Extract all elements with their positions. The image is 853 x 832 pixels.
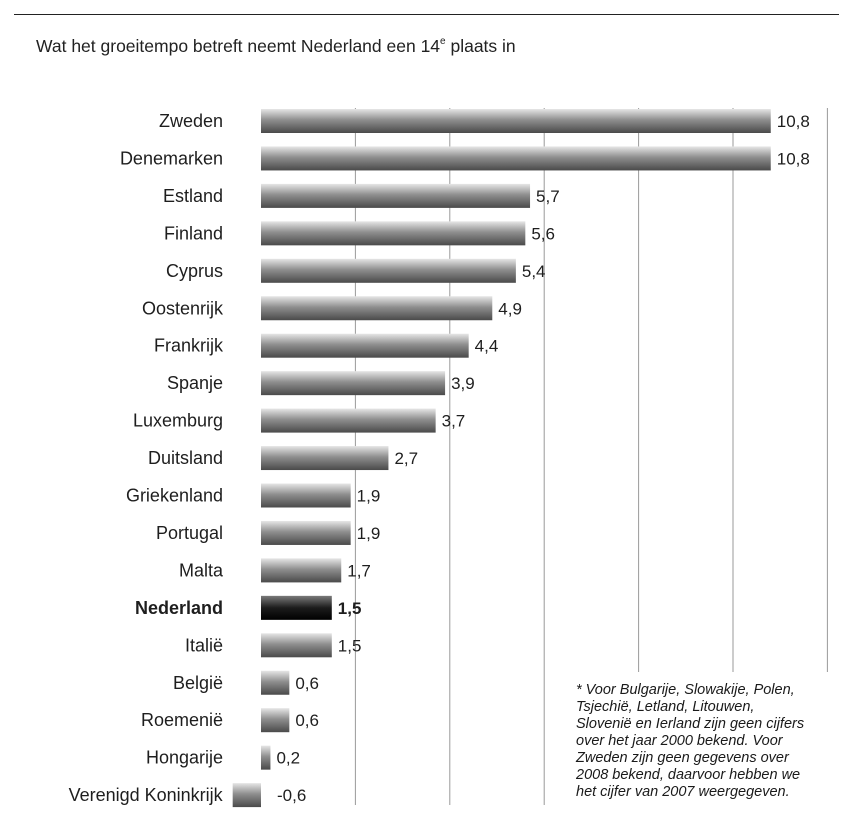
- bar-verenigd-koninkrijk: [232, 783, 261, 808]
- bar-cyprus: [261, 258, 516, 283]
- value-label-malta: 1,7: [347, 561, 371, 580]
- category-label-portugal: Portugal: [156, 523, 223, 543]
- category-label-spanje: Spanje: [167, 373, 223, 393]
- footnote: * Voor Bulgarije, Slowakije, Polen, Tsje…: [576, 682, 805, 800]
- category-label-malta: Malta: [179, 560, 224, 580]
- category-label-belgie: België: [173, 673, 223, 693]
- category-label-griekenland: Griekenland: [126, 486, 223, 506]
- value-label-cyprus: 5,4: [522, 262, 546, 281]
- value-labels: 10,8 10,8 5,7 5,6 5,44,9 4,43,9 3,7 2,7 1,9 1,9 1,…: [276, 112, 809, 805]
- value-label-griekenland: 1,9: [357, 487, 381, 506]
- value-label-frankrijk: 4,4: [475, 337, 499, 356]
- chart-title-superscript: e: [440, 36, 446, 47]
- category-label-verenigd-koninkrijk: Verenigd Koninkrijk: [69, 785, 224, 805]
- bar-belgie: [261, 670, 290, 695]
- value-label-hongarije: 0,2: [276, 749, 300, 768]
- bar-oostenrijk: [261, 296, 493, 321]
- category-label-oostenrijk: Oostenrijk: [142, 298, 224, 318]
- value-label-verenigd-koninkrijk: -0,6: [277, 786, 306, 805]
- bar-finland: [261, 221, 526, 246]
- category-label-luxemburg: Luxemburg: [133, 411, 223, 431]
- value-label-roemenie: 0,6: [295, 711, 319, 730]
- bar-luxemburg: [261, 408, 436, 433]
- bar-spanje: [261, 371, 446, 396]
- category-label-cyprus: Cyprus: [166, 261, 223, 281]
- category-label-estland: Estland: [163, 186, 223, 206]
- category-label-frankrijk: Frankrijk: [154, 336, 224, 356]
- category-label-zweden: Zweden: [159, 111, 223, 131]
- value-label-nederland: 1,5: [338, 599, 362, 618]
- value-label-spanje: 3,9: [451, 374, 475, 393]
- bar-zweden: [261, 109, 771, 133]
- value-label-denemarken: 10,8: [777, 149, 810, 168]
- top-rule: [14, 14, 839, 15]
- category-label-denemarken: Denemarken: [120, 148, 223, 168]
- value-label-portugal: 1,9: [357, 524, 381, 543]
- bar-frankrijk: [261, 333, 469, 358]
- bar-roemenie: [261, 708, 290, 733]
- value-label-luxemburg: 3,7: [442, 412, 466, 431]
- category-label-duitsland: Duitsland: [148, 448, 223, 468]
- value-label-estland: 5,7: [536, 187, 560, 206]
- bar-nederland: [261, 595, 332, 620]
- value-label-duitsland: 2,7: [394, 449, 418, 468]
- category-labels: Zweden Denemarken Estland Finland Cyprus Oost…: [69, 111, 224, 805]
- bar-denemarken: [261, 146, 771, 171]
- category-label-nederland: Nederland: [135, 598, 223, 618]
- category-label-finland: Finland: [164, 223, 223, 243]
- bar-malta: [261, 558, 342, 583]
- chart-title-end: plaats in: [445, 36, 516, 56]
- value-label-belgie: 0,6: [295, 674, 319, 693]
- bars: [232, 109, 771, 808]
- chart-title: Wat het groeitempo betreft neemt Nederla…: [36, 36, 516, 57]
- bar-griekenland: [261, 483, 351, 508]
- bar-duitsland: [261, 446, 389, 471]
- chart-title-main: Wat het groeitempo betreft neemt Nederla…: [36, 36, 441, 56]
- bar-estland: [261, 183, 531, 208]
- category-label-roemenie: Roemenië: [141, 710, 223, 730]
- category-label-hongarije: Hongarije: [146, 748, 223, 768]
- value-label-finland: 5,6: [531, 224, 555, 243]
- bar-portugal: [261, 520, 351, 545]
- value-label-oostenrijk: 4,9: [498, 299, 522, 318]
- bar-italie: [261, 633, 332, 658]
- value-label-italie: 1,5: [338, 636, 362, 655]
- bar-hongarije: [261, 745, 271, 770]
- value-label-zweden: 10,8: [777, 112, 810, 131]
- category-label-italie: Italië: [185, 635, 223, 655]
